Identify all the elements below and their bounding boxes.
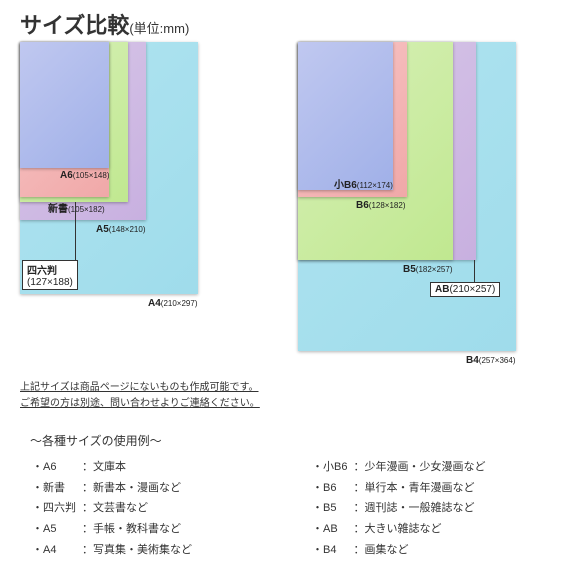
usage-row: ・A4：写真集・美術集など bbox=[32, 541, 192, 560]
label-A6: A6(105×148) bbox=[60, 170, 110, 181]
note-text: 上記サイズは商品ページにないものも作成可能です。 ご希望の方は別途、問い合わせよ… bbox=[20, 380, 260, 412]
usage-row: ・四六判：文芸書など bbox=[32, 499, 192, 518]
page-title: サイズ比較(単位:mm) bbox=[20, 8, 189, 40]
usage-list-right: ・小B6：少年漫画・少女漫画など・B6：単行本・青年漫画など・B5：週刊誌・一般… bbox=[310, 456, 487, 561]
sheet-koB6 bbox=[298, 42, 393, 190]
usage-row: ・小B6：少年漫画・少女漫画など bbox=[312, 458, 485, 477]
label-B6: B6(128×182) bbox=[356, 200, 406, 211]
title-unit: (単位:mm) bbox=[129, 21, 189, 36]
usage-row: ・新書：新書本・漫画など bbox=[32, 479, 192, 498]
label-A5: A5(148×210) bbox=[96, 224, 146, 235]
title-main: サイズ比較 bbox=[20, 13, 129, 38]
usage-row: ・B4：画集など bbox=[312, 541, 485, 560]
label-A4: A4(210×297) bbox=[148, 298, 198, 309]
usage-title: 〜各種サイズの使用例〜 bbox=[30, 432, 162, 449]
usage-row: ・A5：手帳・教科書など bbox=[32, 520, 192, 539]
usage-row: ・AB：大きい雑誌など bbox=[312, 520, 485, 539]
callout: 四六判(127×188) bbox=[22, 260, 78, 290]
callout: AB(210×257) bbox=[430, 282, 500, 297]
label-koB6: 小B6(112×174) bbox=[334, 176, 393, 191]
label-B5: B5(182×257) bbox=[403, 264, 453, 275]
label-B4: B4(257×364) bbox=[466, 355, 516, 366]
usage-row: ・B5：週刊誌・一般雑誌など bbox=[312, 499, 485, 518]
label-shinsho: 新書(105×182) bbox=[48, 200, 105, 215]
sheet-A6 bbox=[20, 42, 109, 168]
usage-list-left: ・A6：文庫本・新書：新書本・漫画など・四六判：文芸書など・A5：手帳・教科書な… bbox=[30, 456, 194, 561]
usage-row: ・A6：文庫本 bbox=[32, 458, 192, 477]
usage-row: ・B6：単行本・青年漫画など bbox=[312, 479, 485, 498]
